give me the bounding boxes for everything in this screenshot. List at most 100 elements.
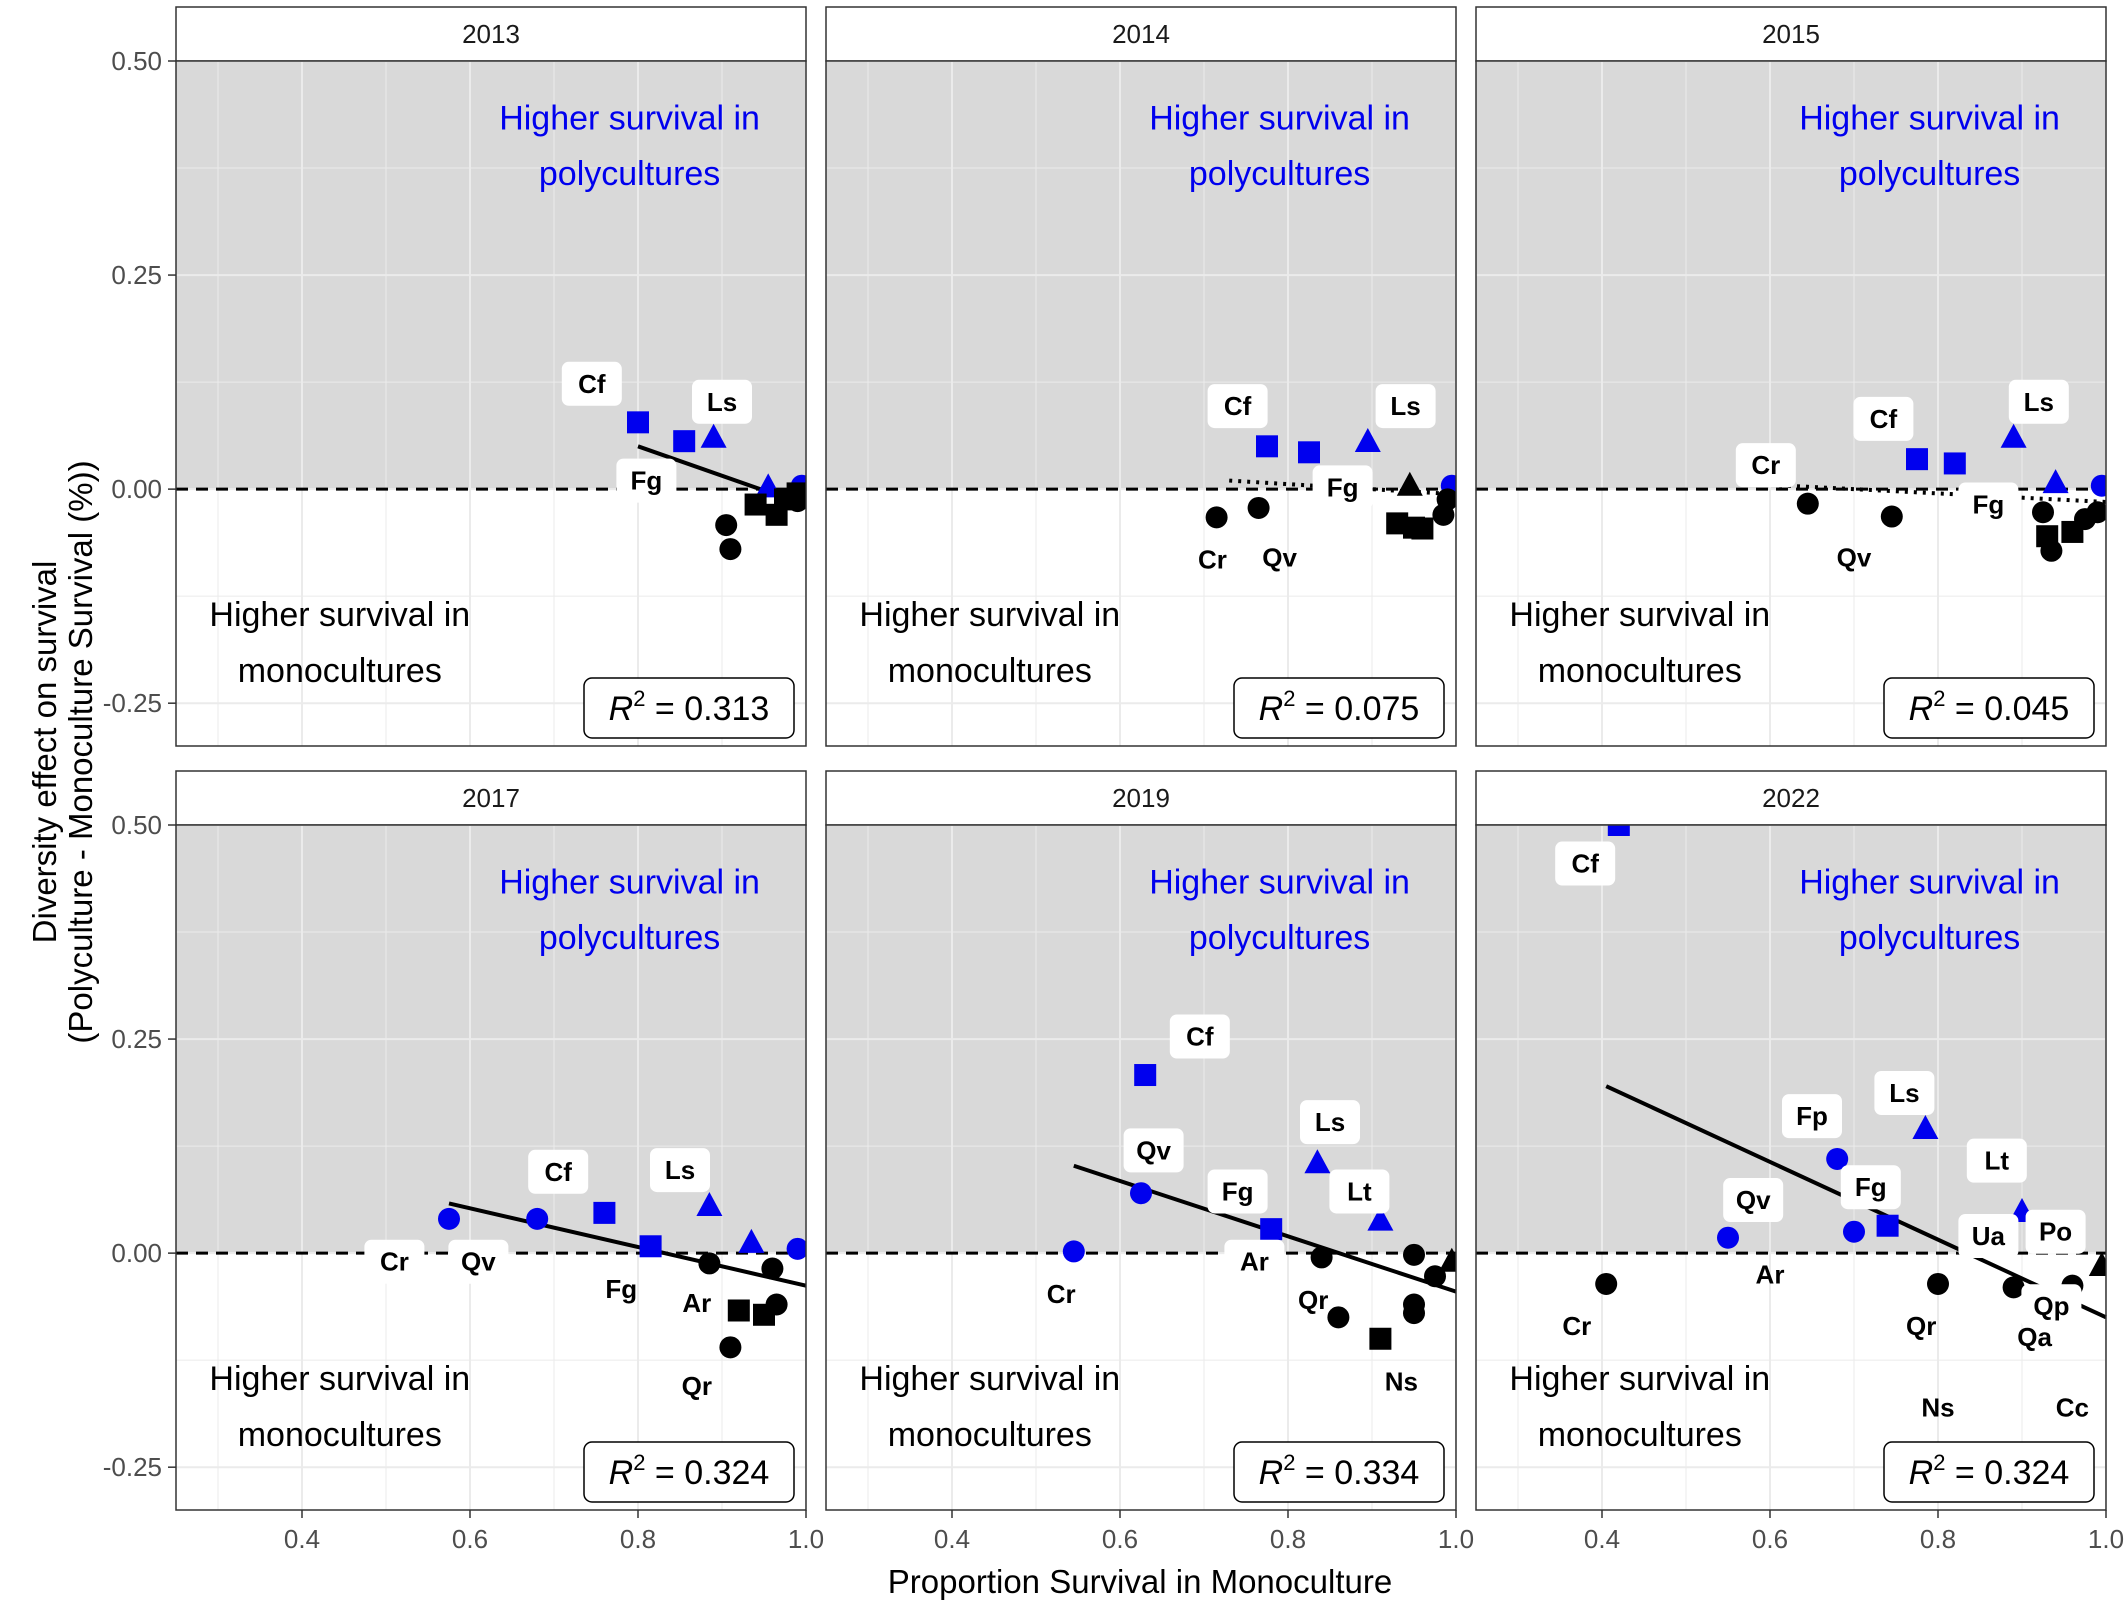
- point-triangle: [1304, 1149, 1331, 1174]
- panel-border: [825, 60, 1457, 747]
- point-triangle: [696, 1192, 723, 1217]
- point-circle: [2002, 1276, 2025, 1299]
- species-label-box: [1207, 1169, 1268, 1214]
- species-label: Cr: [1751, 450, 1780, 480]
- species-label-box: [1853, 396, 1914, 441]
- r2-superscript: 2: [633, 1450, 645, 1475]
- species-label: Qv: [1136, 1135, 1171, 1165]
- point-circle: [698, 1252, 721, 1275]
- species-label-box: [616, 458, 677, 503]
- r2-value: = 0.045: [1945, 690, 2069, 728]
- point-circle: [1327, 1306, 1350, 1329]
- species-label: Ls: [1315, 1107, 1345, 1137]
- point-triangle: [1367, 1206, 1394, 1231]
- x-tick-label: 0.8: [1920, 1524, 1956, 1554]
- species-label: Cf: [544, 1157, 572, 1187]
- panel-2019: 2019 Higher survival in polycultures Higher…: [825, 770, 1474, 1554]
- point-square: [744, 493, 767, 516]
- point-triangle: [1438, 1247, 1456, 1272]
- lower-region-label-line2: monocultures: [888, 1416, 1092, 1454]
- lower-region-label-line2: monocultures: [1538, 652, 1742, 690]
- r2-superscript: 2: [1283, 686, 1295, 711]
- species-label: Lt: [1347, 1176, 1372, 1206]
- point-circle: [2032, 501, 2054, 524]
- panel-2013: 2013 Higher survival in polycultures Higher…: [103, 6, 807, 747]
- point-circle: [1403, 1243, 1425, 1266]
- species-label-box: [1329, 1169, 1390, 1214]
- r2-symbol: R: [1909, 690, 1934, 728]
- point-square: [1256, 435, 1278, 458]
- panel-border: [825, 824, 1457, 1511]
- point-square: [1411, 517, 1434, 540]
- panel-title: 2014: [1112, 19, 1170, 49]
- point-circle: [2086, 501, 2106, 524]
- point-circle: [1247, 496, 1270, 519]
- point-triangle: [2000, 423, 2027, 448]
- x-axis-title: Proportion Survival in Monoculture: [888, 1563, 1392, 1600]
- r2-label: R2 = 0.324: [1909, 1450, 2070, 1492]
- point-circle: [1843, 1220, 1865, 1243]
- lower-region-label-line2: monocultures: [238, 652, 442, 690]
- point-circle: [1436, 488, 1456, 511]
- r2-box: [1883, 677, 2095, 739]
- species-label: Ar: [682, 1288, 711, 1318]
- y-axis-title-line1: Diversity effect on survival: [26, 561, 63, 944]
- panel-2022: 2022 Higher survival in polycultures Higher…: [1475, 770, 2124, 1554]
- y-tick-label: -0.25: [103, 688, 162, 718]
- upper-region-label-line1: Higher survival in: [1799, 864, 2060, 902]
- point-circle: [719, 538, 742, 561]
- r2-box: [1233, 1441, 1445, 1503]
- point-circle: [438, 1207, 460, 1230]
- r2-label: R2 = 0.045: [1909, 686, 2070, 728]
- r2-box: [1233, 677, 1445, 739]
- panel-strip: [1475, 6, 2107, 62]
- point-circle: [715, 514, 738, 537]
- y-tick-label: 0.25: [111, 260, 162, 290]
- point-circle: [1310, 1246, 1333, 1269]
- r2-label: R2 = 0.075: [1259, 686, 1420, 728]
- point-circle: [2090, 474, 2106, 497]
- upper-region-label-line2: polycultures: [1839, 155, 2020, 193]
- point-triangle: [1354, 428, 1381, 453]
- trend-line: [448, 1201, 807, 1288]
- species-label: Ar: [1756, 1260, 1785, 1290]
- panel-title: 2017: [462, 783, 520, 813]
- species-label: Ua: [1972, 1221, 2006, 1251]
- data-points: [438, 1192, 806, 1359]
- upper-region-label-line1: Higher survival in: [1799, 100, 2060, 138]
- species-label: Cr: [1198, 544, 1227, 574]
- species-label-box: [1874, 1071, 1935, 1116]
- species-label: Qr: [682, 1371, 712, 1401]
- point-square: [1298, 441, 1320, 464]
- species-label: Fg: [631, 466, 663, 496]
- axis-titles: Proportion Survival in Monoculture Diver…: [26, 460, 1392, 1600]
- point-circle: [786, 1237, 806, 1260]
- point-circle: [1826, 1147, 1849, 1170]
- species-label: Cc: [2056, 1392, 2089, 1422]
- species-label-box: [1735, 443, 1796, 488]
- panel-border: [1475, 60, 2107, 747]
- species-label-box: [528, 1149, 589, 1194]
- panels: 2013 Higher survival in polycultures Higher…: [103, 6, 2124, 1554]
- x-tick-label: 1.0: [2088, 1524, 2124, 1554]
- panel-title: 2015: [1762, 19, 1820, 49]
- r2-label: R2 = 0.324: [609, 1450, 770, 1492]
- x-tick-label: 0.4: [934, 1524, 970, 1554]
- lower-region-label-line1: Higher survival in: [1509, 596, 1770, 634]
- species-label: Cf: [578, 369, 606, 399]
- species-label-box: [561, 361, 622, 406]
- species-label-box: [1375, 384, 1436, 429]
- r2-symbol: R: [1259, 690, 1284, 728]
- upper-region-label-line1: Higher survival in: [1149, 864, 1410, 902]
- r2-box: [583, 677, 795, 739]
- species-label-box: [1782, 1094, 1842, 1139]
- point-triangle: [2042, 469, 2069, 494]
- species-label-box: [364, 1239, 425, 1284]
- point-triangle: [700, 423, 727, 448]
- species-label: Qr: [1906, 1311, 1936, 1341]
- point-square: [1369, 1327, 1392, 1350]
- upper-region-label-line1: Higher survival in: [499, 100, 760, 138]
- point-circle: [1927, 1272, 1949, 1295]
- point-square: [627, 411, 649, 434]
